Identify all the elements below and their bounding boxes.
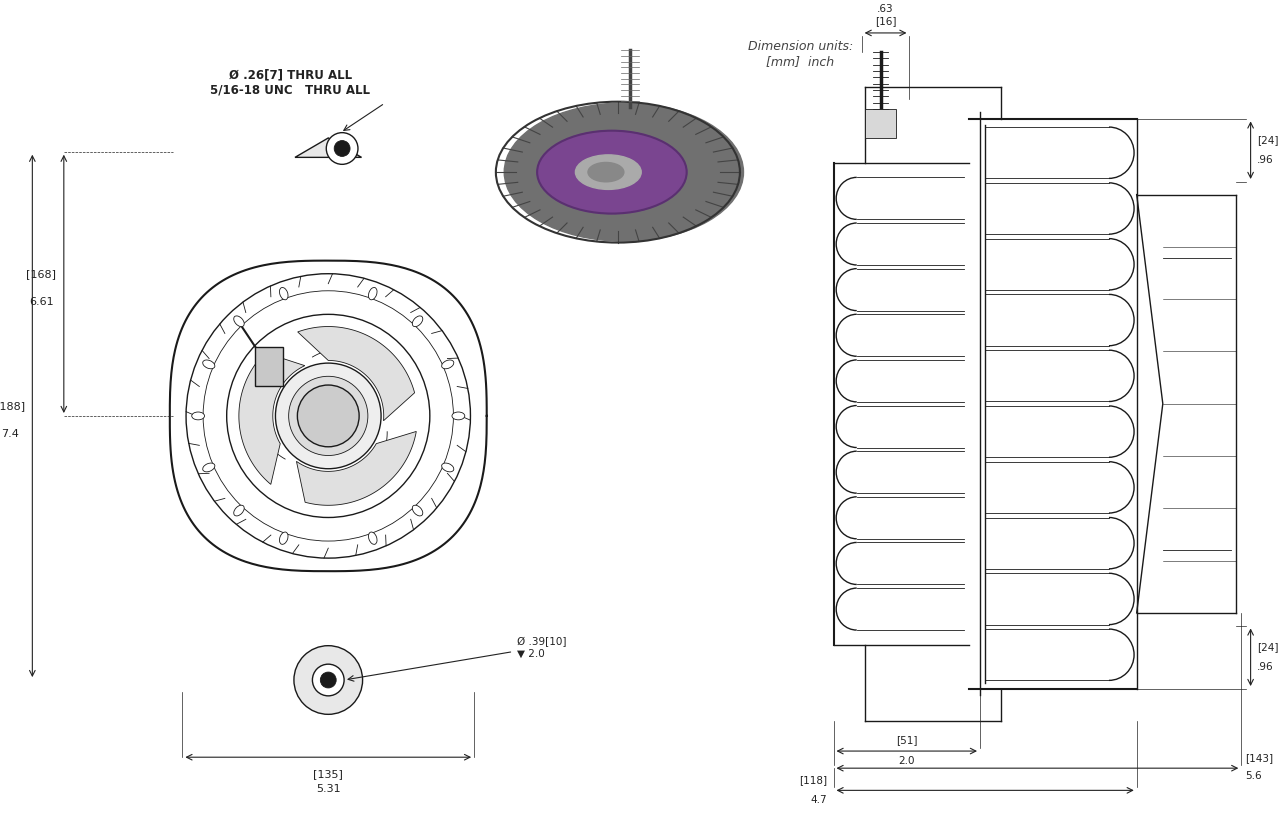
Text: [143]: [143] <box>1245 753 1274 763</box>
Text: [24]: [24] <box>1257 135 1279 145</box>
Ellipse shape <box>442 360 454 368</box>
Text: 2.0: 2.0 <box>899 756 915 766</box>
Text: [51]: [51] <box>896 735 918 746</box>
Ellipse shape <box>234 506 244 516</box>
Text: Ø .26[7] THRU ALL
5/16-18 UNC   THRU ALL: Ø .26[7] THRU ALL 5/16-18 UNC THRU ALL <box>210 69 370 97</box>
Ellipse shape <box>504 103 744 241</box>
FancyBboxPatch shape <box>865 109 896 138</box>
Ellipse shape <box>412 316 422 326</box>
Text: .96: .96 <box>1257 155 1274 165</box>
Polygon shape <box>298 326 415 420</box>
Ellipse shape <box>192 412 205 420</box>
Text: Ø .39[10]
▼ 2.0: Ø .39[10] ▼ 2.0 <box>517 637 567 658</box>
Ellipse shape <box>202 360 215 368</box>
Text: 5.31: 5.31 <box>316 784 340 794</box>
Ellipse shape <box>234 316 244 326</box>
Text: [188]: [188] <box>0 401 24 411</box>
Text: .96: .96 <box>1257 662 1274 672</box>
Text: [118]: [118] <box>799 775 827 785</box>
Ellipse shape <box>538 131 686 214</box>
Ellipse shape <box>279 287 288 300</box>
Ellipse shape <box>576 154 641 189</box>
Ellipse shape <box>279 532 288 544</box>
Ellipse shape <box>369 287 378 300</box>
Circle shape <box>320 672 337 688</box>
Circle shape <box>326 133 358 164</box>
Text: [168]: [168] <box>26 269 56 279</box>
Text: .63: .63 <box>877 3 893 13</box>
Ellipse shape <box>588 163 623 182</box>
Text: 4.7: 4.7 <box>810 795 827 805</box>
Text: 7.4: 7.4 <box>1 429 19 439</box>
Circle shape <box>275 363 381 468</box>
Ellipse shape <box>202 463 215 472</box>
Ellipse shape <box>369 532 378 544</box>
Text: 5.6: 5.6 <box>1245 771 1262 781</box>
Circle shape <box>312 664 344 695</box>
Polygon shape <box>297 431 416 506</box>
Text: [24]: [24] <box>1257 643 1279 653</box>
FancyBboxPatch shape <box>255 348 283 387</box>
Ellipse shape <box>412 506 422 516</box>
Text: [16]: [16] <box>874 17 896 26</box>
Circle shape <box>334 140 349 156</box>
Polygon shape <box>294 138 361 158</box>
Circle shape <box>289 377 367 455</box>
Polygon shape <box>239 353 305 484</box>
Text: 6.61: 6.61 <box>29 297 54 306</box>
Ellipse shape <box>442 463 454 472</box>
Circle shape <box>297 385 360 447</box>
Circle shape <box>294 646 362 714</box>
Text: Dimension units:
[mm]  inch: Dimension units: [mm] inch <box>748 40 852 69</box>
Text: [135]: [135] <box>314 769 343 780</box>
Ellipse shape <box>452 412 465 420</box>
